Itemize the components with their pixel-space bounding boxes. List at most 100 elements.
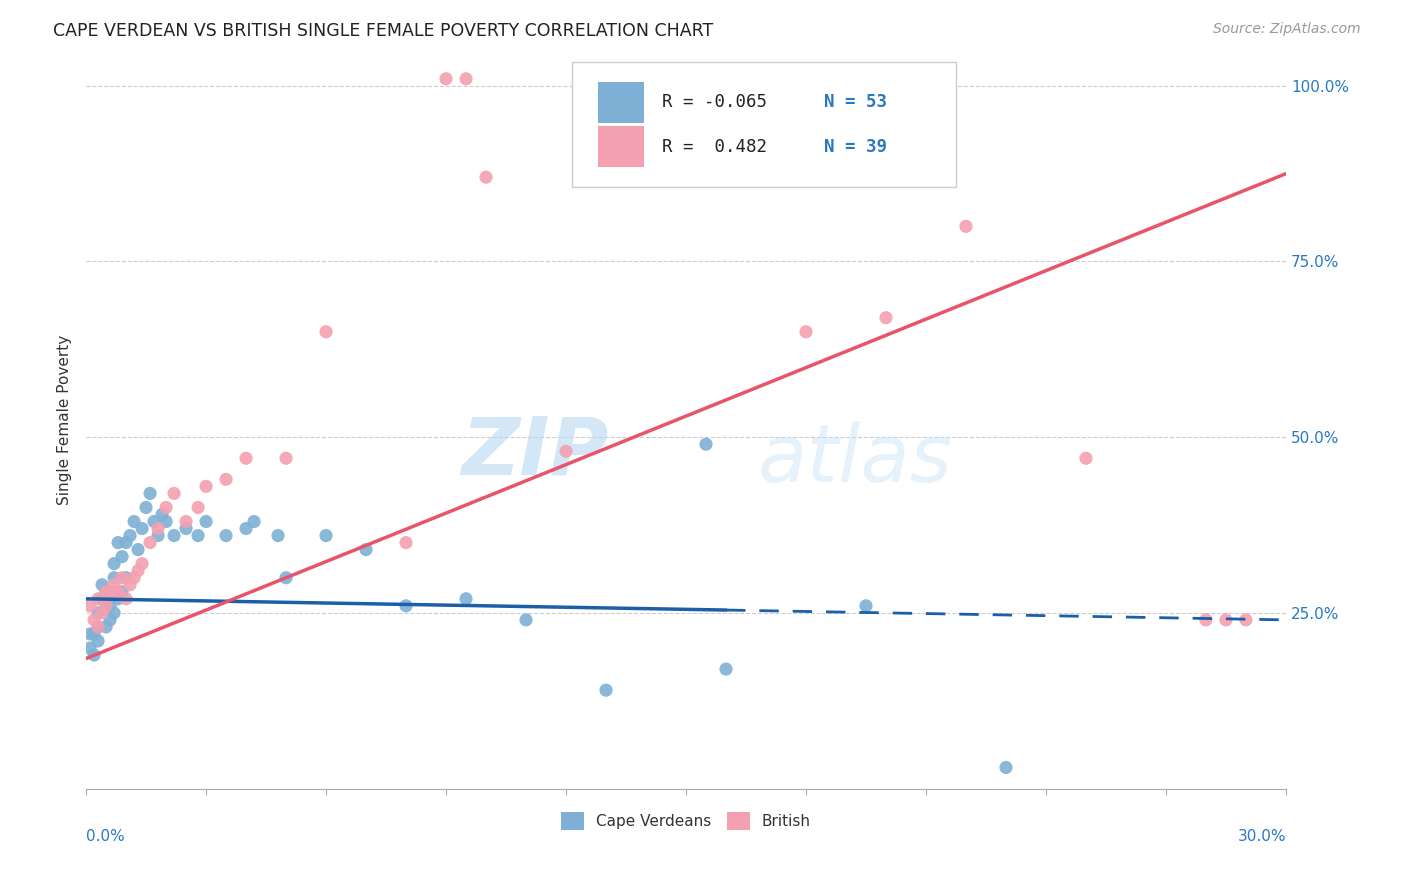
Point [107,584,129,599]
Point [595,683,617,698]
Point [215,528,238,542]
Point [187,500,209,515]
Point [115,535,138,549]
Point [94,599,117,613]
Text: R =  0.482: R = 0.482 [662,137,768,155]
Text: Source: ZipAtlas.com: Source: ZipAtlas.com [1213,22,1361,37]
Point [87,606,110,620]
FancyBboxPatch shape [599,82,644,122]
Text: N = 39: N = 39 [824,137,887,155]
Point [83,648,105,662]
Text: 30.0%: 30.0% [1237,830,1286,844]
Point [274,451,297,466]
Point [187,528,209,542]
Point [1074,451,1097,466]
Point [235,522,257,536]
Point [98,613,121,627]
Point [315,528,337,542]
Point [143,515,166,529]
Point [103,571,125,585]
Point [146,528,169,542]
Point [1215,613,1237,627]
Point [87,591,110,606]
Point [122,571,145,585]
Point [98,584,121,599]
Point [395,535,418,549]
FancyBboxPatch shape [599,127,644,167]
Point [98,584,121,599]
Y-axis label: Single Female Poverty: Single Female Poverty [58,334,72,505]
Point [794,325,817,339]
Point [454,591,477,606]
Point [695,437,717,451]
Point [120,578,142,592]
Point [174,522,197,536]
Text: CAPE VERDEAN VS BRITISH SINGLE FEMALE POVERTY CORRELATION CHART: CAPE VERDEAN VS BRITISH SINGLE FEMALE PO… [53,22,714,40]
Point [111,571,134,585]
Point [107,535,129,549]
Point [215,472,238,486]
Point [475,170,498,185]
Point [79,627,101,641]
FancyBboxPatch shape [572,62,956,187]
Point [135,500,157,515]
Point [122,515,145,529]
Point [94,584,117,599]
Point [146,522,169,536]
Point [91,578,114,592]
Point [111,584,134,599]
Point [139,535,162,549]
Point [875,310,897,325]
Point [79,640,101,655]
Point [155,500,177,515]
Point [127,542,149,557]
Point [83,627,105,641]
Point [139,486,162,500]
Point [174,515,197,529]
Point [195,515,218,529]
Point [94,584,117,599]
Text: ZIP: ZIP [461,414,607,491]
Point [131,522,153,536]
Point [354,542,377,557]
Point [315,325,337,339]
Point [1234,613,1257,627]
Point [434,71,457,86]
Point [103,557,125,571]
Point [395,599,418,613]
Text: 0.0%: 0.0% [86,830,125,844]
Point [87,620,110,634]
Point [127,564,149,578]
Point [94,599,117,613]
Point [131,557,153,571]
Point [150,508,173,522]
Point [515,613,537,627]
Point [714,662,737,676]
Point [195,479,218,493]
Point [235,451,257,466]
Text: R = -0.065: R = -0.065 [662,94,768,112]
Point [91,606,114,620]
Point [103,606,125,620]
Point [103,578,125,592]
Point [454,71,477,86]
Point [91,591,114,606]
Legend: Cape Verdeans, British: Cape Verdeans, British [555,806,817,836]
Point [994,760,1017,774]
Point [274,571,297,585]
Point [79,599,101,613]
Point [155,515,177,529]
Point [163,528,186,542]
Point [243,515,266,529]
Point [111,549,134,564]
Point [955,219,977,234]
Point [267,528,290,542]
Point [107,591,129,606]
Text: N = 53: N = 53 [824,94,887,112]
Text: atlas: atlas [758,421,953,500]
Point [87,634,110,648]
Point [94,620,117,634]
Point [120,528,142,542]
Point [83,613,105,627]
Point [555,444,578,458]
